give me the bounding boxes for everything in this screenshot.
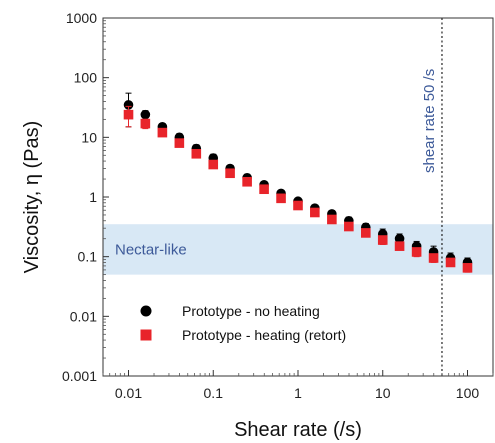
point-heating xyxy=(208,160,218,170)
y-tick-label: 100 xyxy=(74,70,98,86)
x-axis-label: Shear rate (/s) xyxy=(234,419,362,441)
point-heating xyxy=(175,138,185,148)
point-heating xyxy=(446,258,456,268)
point-heating xyxy=(225,168,235,178)
point-heating xyxy=(361,228,371,238)
point-heating xyxy=(395,241,405,251)
y-tick-label: 1000 xyxy=(66,10,97,26)
point-heating xyxy=(310,208,320,218)
legend-marker-no-heating xyxy=(141,306,152,317)
point-heating xyxy=(242,177,252,187)
point-heating xyxy=(192,149,202,159)
y-tick-label: 0.01 xyxy=(70,308,97,324)
legend-label: Prototype - heating (retort) xyxy=(182,327,346,343)
point-heating xyxy=(412,247,422,257)
point-heating xyxy=(141,119,151,129)
legend-marker-heating xyxy=(141,330,152,341)
point-heating xyxy=(344,222,354,232)
x-tick-label: 10 xyxy=(375,385,391,401)
point-heating xyxy=(124,110,134,120)
y-axis-label: Viscosity, η (Pas) xyxy=(21,121,43,274)
legend: Prototype - no heating Prototype - heatin… xyxy=(141,303,347,343)
point-heating xyxy=(259,184,269,194)
x-tick-label: 100 xyxy=(456,385,480,401)
band-label: Nectar-like xyxy=(115,241,187,258)
point-heating xyxy=(463,263,473,273)
x-tick-label: 0.01 xyxy=(115,385,142,401)
y-tick-label: 0.1 xyxy=(78,249,98,265)
point-heating xyxy=(293,201,303,211)
x-tick-label: 1 xyxy=(294,385,302,401)
point-no-heating xyxy=(141,110,151,120)
point-heating xyxy=(327,215,337,225)
y-tick-label: 0.001 xyxy=(62,368,97,384)
legend-label: Prototype - no heating xyxy=(182,303,320,319)
x-tick-label: 0.1 xyxy=(204,385,224,401)
y-tick-label: 10 xyxy=(81,129,97,145)
point-heating xyxy=(378,235,388,245)
reference-line-label: shear rate 50 /s xyxy=(421,69,438,173)
y-tick-label: 1 xyxy=(89,189,97,205)
point-heating xyxy=(276,194,286,204)
point-heating xyxy=(429,253,439,263)
point-heating xyxy=(158,128,168,138)
